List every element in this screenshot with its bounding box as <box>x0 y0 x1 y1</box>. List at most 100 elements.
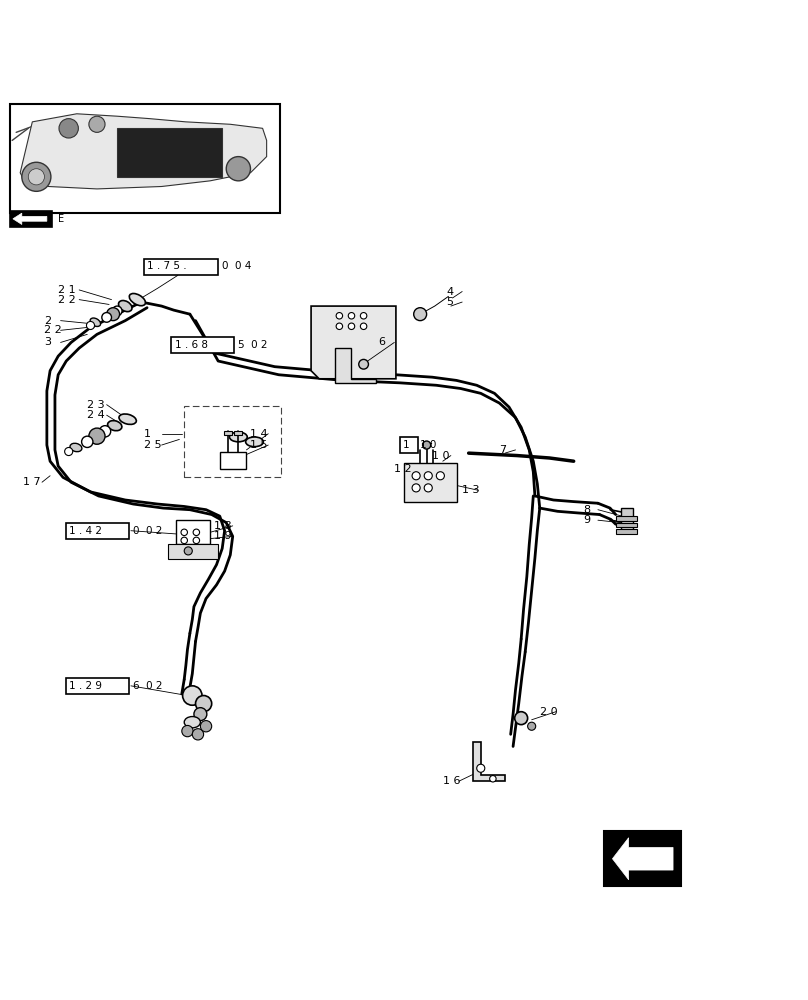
Text: 1 0: 1 0 <box>420 440 436 450</box>
Text: 1 8: 1 8 <box>214 521 232 531</box>
Text: 3: 3 <box>44 337 52 347</box>
Circle shape <box>414 308 427 321</box>
Bar <box>171 337 234 353</box>
Bar <box>616 516 637 521</box>
Bar <box>224 431 232 435</box>
Text: 0  0 2: 0 0 2 <box>133 526 162 536</box>
Circle shape <box>102 313 112 322</box>
Circle shape <box>181 529 187 536</box>
Polygon shape <box>20 114 267 189</box>
Circle shape <box>89 116 105 132</box>
Bar <box>621 508 633 532</box>
Circle shape <box>200 721 212 732</box>
Text: É: É <box>58 214 65 224</box>
Circle shape <box>336 313 343 319</box>
Text: 1 3: 1 3 <box>462 485 480 495</box>
Bar <box>66 523 129 539</box>
Circle shape <box>424 484 432 492</box>
Bar <box>184 406 281 477</box>
Polygon shape <box>473 742 505 781</box>
Circle shape <box>22 162 51 191</box>
Circle shape <box>348 323 355 330</box>
Circle shape <box>86 321 95 330</box>
Circle shape <box>436 472 444 480</box>
Circle shape <box>490 776 496 782</box>
Text: 1 0: 1 0 <box>432 451 450 461</box>
Circle shape <box>184 547 192 555</box>
Circle shape <box>336 323 343 330</box>
Circle shape <box>59 119 78 138</box>
Bar <box>144 259 218 275</box>
Circle shape <box>192 729 204 740</box>
Circle shape <box>412 472 420 480</box>
Text: 1 . 4 2: 1 . 4 2 <box>69 526 103 536</box>
Polygon shape <box>612 838 673 880</box>
Circle shape <box>99 426 111 437</box>
Circle shape <box>359 359 368 369</box>
Text: 4: 4 <box>446 287 453 297</box>
Circle shape <box>360 323 367 330</box>
Ellipse shape <box>119 414 137 424</box>
Circle shape <box>196 696 212 712</box>
Circle shape <box>226 157 250 181</box>
Text: 2 2: 2 2 <box>58 295 76 305</box>
Circle shape <box>528 722 536 730</box>
Circle shape <box>193 537 200 544</box>
Bar <box>117 128 222 177</box>
Ellipse shape <box>246 437 263 447</box>
Text: 1 6: 1 6 <box>443 776 461 786</box>
Text: 1: 1 <box>144 429 151 439</box>
Text: 2 4: 2 4 <box>87 410 105 420</box>
Circle shape <box>360 313 367 319</box>
Circle shape <box>182 725 193 737</box>
Ellipse shape <box>107 421 122 431</box>
Text: 1 . 7 5 .: 1 . 7 5 . <box>147 261 187 271</box>
Text: 5: 5 <box>446 297 453 307</box>
Bar <box>404 463 457 502</box>
Text: 2 3: 2 3 <box>87 400 105 410</box>
Text: 5  0 2: 5 0 2 <box>238 340 268 350</box>
Circle shape <box>477 764 485 772</box>
Bar <box>176 520 210 544</box>
Text: 2: 2 <box>44 316 52 326</box>
Text: 2 5: 2 5 <box>144 440 162 450</box>
Circle shape <box>89 428 105 444</box>
Circle shape <box>194 708 207 721</box>
Text: 2 1: 2 1 <box>58 285 76 295</box>
Text: 1 5: 1 5 <box>250 440 268 450</box>
Text: 2 2: 2 2 <box>44 325 62 335</box>
Text: 0  0 4: 0 0 4 <box>222 261 251 271</box>
Circle shape <box>193 529 200 536</box>
Circle shape <box>65 447 73 456</box>
Bar <box>168 544 218 559</box>
Bar <box>10 104 280 213</box>
Text: 6  0 2: 6 0 2 <box>133 681 163 691</box>
Ellipse shape <box>119 301 132 312</box>
Text: 1 9: 1 9 <box>214 531 232 541</box>
Bar <box>10 211 52 227</box>
Circle shape <box>348 313 355 319</box>
Circle shape <box>107 308 120 321</box>
Text: 1 . 6 8: 1 . 6 8 <box>175 340 208 350</box>
Bar <box>616 523 637 527</box>
Circle shape <box>423 441 431 449</box>
Circle shape <box>412 484 420 492</box>
Bar <box>604 831 681 886</box>
Circle shape <box>112 306 122 316</box>
Polygon shape <box>311 306 396 379</box>
Circle shape <box>28 169 44 185</box>
Text: 6: 6 <box>378 337 385 347</box>
Polygon shape <box>13 213 47 224</box>
Text: 1 4: 1 4 <box>250 429 268 439</box>
Bar <box>234 431 242 435</box>
Text: 1 . 2 9: 1 . 2 9 <box>69 681 103 691</box>
Text: 1 7: 1 7 <box>23 477 40 487</box>
Circle shape <box>82 436 93 447</box>
Ellipse shape <box>184 717 200 728</box>
Circle shape <box>424 472 432 480</box>
Circle shape <box>515 712 528 725</box>
Ellipse shape <box>90 318 100 326</box>
Bar <box>220 452 246 469</box>
Bar <box>400 437 418 453</box>
Bar <box>616 529 637 534</box>
